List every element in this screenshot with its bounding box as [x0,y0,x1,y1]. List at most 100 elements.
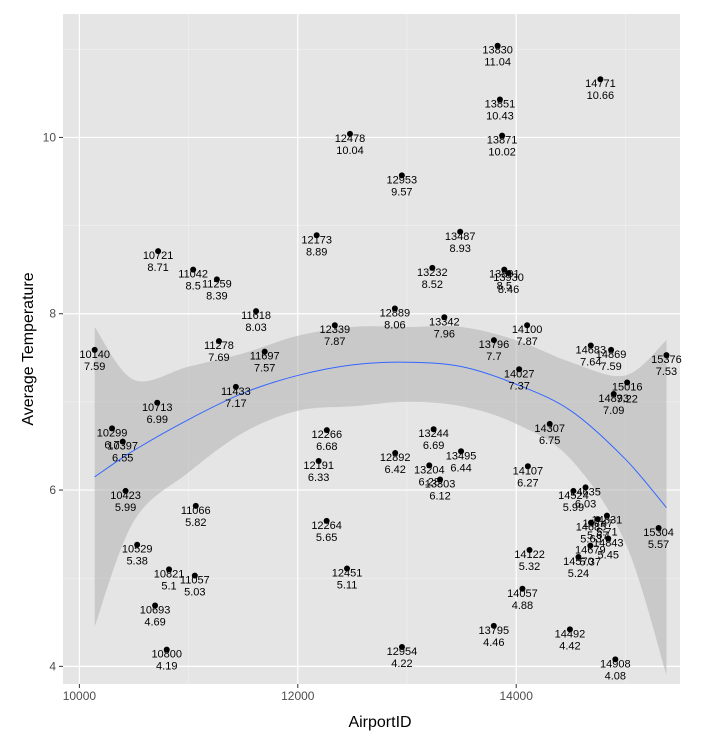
smooth-curve [94,361,667,509]
data-point [655,524,662,531]
data-point [398,172,405,179]
point-value-label: 7.53 [656,366,677,378]
data-point [391,305,398,312]
point-id-label: 14107 [513,465,544,477]
data-point [496,96,503,103]
point-id-label: 11042 [178,269,208,281]
point-value-label: 8.5 [186,281,201,293]
point-id-label: 14027 [504,368,535,380]
data-point [323,427,330,434]
point-value-label: 4.42 [559,640,580,652]
data-point [192,502,199,509]
point-value-label: 8.06 [384,319,405,331]
data-point [426,462,433,469]
y-tick-label: 8 [49,307,56,321]
point-id-label: 14524 [558,490,589,502]
point-id-label: 13796 [479,339,510,351]
data-point [575,554,582,561]
point-value-label: 4.69 [144,617,165,629]
point-id-label: 11057 [180,575,210,587]
y-tick-label: 6 [49,483,56,497]
point-value-label: 5.71 [596,527,617,539]
point-value-label: 7.59 [600,361,621,373]
data-point [323,517,330,524]
point-id-label: 14100 [512,324,543,336]
point-id-label: 10800 [151,649,182,661]
point-value-label: 5.37 [580,557,601,569]
point-value-label: 6.27 [517,477,538,489]
point-value-label: 5.82 [185,517,206,529]
data-point [624,379,631,386]
point-id-label: 10529 [122,544,153,556]
point-id-label: 12191 [303,460,334,472]
point-value-label: 8.89 [306,246,327,258]
point-id-label: 15304 [643,527,674,539]
loess-fit-line [94,361,667,509]
point-id-label: 12953 [387,174,418,186]
axes: 10000 12000 14000 4 6 8 10 [43,130,534,703]
point-value-label: 5.67 [587,530,608,542]
point-value-label: 7.64 [580,356,601,368]
x-axis-title: AirportID [348,714,411,731]
data-point [605,535,612,542]
point-value-label: 6.69 [423,440,444,452]
data-point [582,484,589,491]
point-id-label: 11259 [202,278,232,290]
point-id-label: 13303 [425,478,456,490]
data-point [215,338,222,345]
point-id-label: 12339 [320,324,351,336]
data-point [430,426,437,433]
point-id-label: 14570 [563,556,594,568]
data-point [524,463,531,470]
point-value-label: 7.87 [516,336,537,348]
point-id-label: 14771 [585,78,616,90]
data-points [91,42,670,663]
data-point [109,425,116,432]
confidence-ribbon [94,325,667,676]
point-value-label: 6.44 [450,462,471,474]
point-value-label: 7.96 [434,328,455,340]
point-id-label: 10397 [107,441,138,453]
point-id-label: 13795 [479,625,510,637]
data-point [597,76,604,83]
point-id-label: 10713 [142,402,173,414]
point-value-label: 6.7 [104,439,119,451]
data-point [213,276,220,283]
point-value-label: 4.08 [605,670,626,682]
point-value-label: 7.17 [225,398,246,410]
data-point [190,266,197,273]
data-point [458,448,465,455]
point-value-label: 5.63 [580,534,601,546]
point-id-label: 15016 [612,382,643,394]
point-id-label: 14492 [555,628,586,640]
data-point [612,656,619,663]
data-point [163,646,170,653]
data-point [490,622,497,629]
y-tick-label: 4 [49,659,56,673]
data-point [610,390,617,397]
data-point [91,346,98,353]
point-value-label: 6.68 [316,441,337,453]
data-point [152,602,159,609]
y-axis-title: Average Temperature [20,272,37,425]
point-value-label: 6.28 [419,476,440,488]
point-value-label: 7.09 [603,405,624,417]
data-point [119,438,126,445]
point-id-label: 10299 [97,427,128,439]
data-point [663,352,670,359]
point-id-label: 12264 [311,520,342,532]
point-id-label: 13891 [489,269,520,281]
point-value-label: 4.88 [512,600,533,612]
data-point [154,399,161,406]
data-point [526,547,533,553]
point-id-label: 12451 [332,568,363,580]
point-value-label: 7.87 [324,336,345,348]
point-id-label: 12889 [380,307,411,319]
data-point [490,337,497,344]
data-point [437,476,444,483]
point-id-label: 12892 [380,452,411,464]
point-id-label: 11278 [204,340,234,352]
point-value-label: 7.37 [508,380,529,392]
point-id-label: 13342 [429,316,460,328]
